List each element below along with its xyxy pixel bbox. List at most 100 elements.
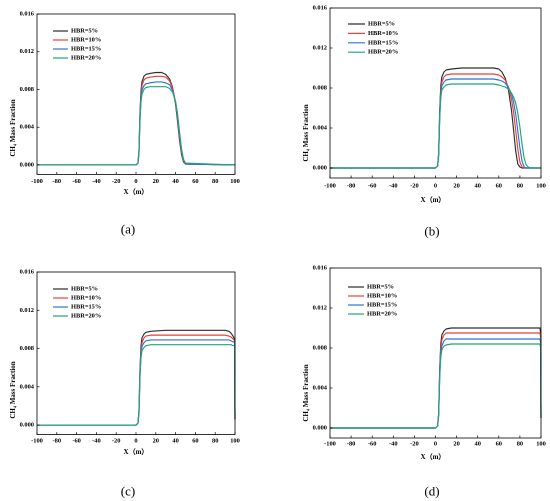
legend: HBR=5% HBR=10% HBR=15% HBR=20% — [53, 286, 101, 320]
panel-label: (d) — [424, 484, 439, 499]
x-tick-label: -60 — [368, 183, 377, 190]
legend-label-2: HBR=10% — [71, 37, 101, 44]
series-line-2 — [37, 75, 236, 166]
y-tick-label: 0.004 — [313, 125, 328, 132]
series-line-1 — [37, 71, 236, 166]
x-tick-label: 40 — [475, 183, 481, 190]
y-tick-label: 0.004 — [313, 385, 328, 392]
y-axis-label: CH₄ Mass Fraction — [9, 99, 17, 156]
legend-label-1: HBR=5% — [368, 21, 395, 28]
x-tick-label: -60 — [368, 441, 377, 448]
series-group — [37, 71, 236, 166]
chart-panel-b: -100 -80 -60 -40 -20 0 20 40 60 80 100 0.000 0.004 0.… — [302, 5, 546, 205]
x-tick-label: 0 — [434, 183, 437, 190]
series-line-4 — [330, 83, 541, 169]
panel-label: (c) — [121, 484, 135, 499]
x-axis-label: X（m） — [124, 448, 149, 456]
series-line-1 — [330, 327, 542, 429]
legend: HBR=5% HBR=10% HBR=15% HBR=20% — [348, 284, 397, 318]
y-tick-label: 0.016 — [313, 5, 328, 12]
panel-label: (a) — [121, 222, 135, 237]
series-group — [330, 327, 542, 429]
x-tick-label: -40 — [389, 441, 398, 448]
x-tick-label: -40 — [92, 178, 101, 185]
plot-frame — [36, 13, 236, 175]
plot-frame — [36, 271, 236, 436]
y-tick-label: 0.012 — [313, 305, 327, 312]
x-tick-label: 0 — [134, 178, 137, 185]
legend-label-2: HBR=10% — [368, 30, 398, 37]
x-tick-label: 100 — [230, 438, 240, 445]
series-line-3 — [37, 339, 236, 426]
x-axis-label: X（m） — [421, 196, 446, 204]
x-tick-label: -80 — [53, 438, 62, 445]
x-tick-label: 100 — [536, 441, 546, 448]
x-tick-label: 100 — [230, 178, 240, 185]
chart-panel-a: -100 -80 -60 -40 -20 0 20 40 60 80 100 0.000 0.004 0.… — [9, 11, 240, 197]
x-tick-label: -100 — [324, 183, 336, 190]
series-line-3 — [330, 338, 542, 429]
legend-label-4: HBR=20% — [368, 49, 398, 56]
legend: HBR=5% HBR=10% HBR=15% HBR=20% — [348, 21, 398, 56]
x-axis-label: X（m） — [124, 188, 149, 196]
legend-label-2: HBR=10% — [71, 295, 101, 302]
series-line-4 — [37, 344, 236, 426]
x-tick-label: 80 — [517, 441, 523, 448]
x-tick-label: -80 — [347, 183, 356, 190]
x-tick-label: 20 — [153, 438, 159, 445]
x-tick-label: -20 — [410, 441, 419, 448]
y-tick-label: 0.004 — [20, 383, 35, 390]
series-line-1 — [330, 67, 541, 169]
x-tick-label: -100 — [31, 178, 43, 185]
y-tick-label: 0.008 — [20, 345, 34, 352]
x-tick-label: -80 — [53, 178, 62, 185]
series-line-2 — [330, 332, 542, 429]
legend-label-4: HBR=20% — [367, 311, 397, 318]
legend-label-3: HBR=15% — [367, 302, 397, 309]
x-tick-label: 0 — [134, 438, 137, 445]
series-line-4 — [330, 343, 542, 429]
x-tick-label: 20 — [453, 441, 459, 448]
panel-label: (b) — [424, 224, 439, 239]
legend-label-3: HBR=15% — [71, 304, 101, 311]
y-tick-label: 0.008 — [313, 345, 327, 352]
x-tick-label: 40 — [172, 178, 178, 185]
x-tick-label: 80 — [212, 438, 218, 445]
legend-label-3: HBR=15% — [71, 46, 101, 53]
y-tick-label: 0.012 — [313, 45, 327, 52]
x-tick-label: 80 — [212, 178, 218, 185]
y-tick-label: 0.016 — [20, 11, 35, 18]
y-tick-label: 0.000 — [313, 425, 327, 432]
series-group — [37, 329, 236, 426]
y-tick-label: 0.000 — [313, 165, 327, 172]
y-tick-label: 0.012 — [20, 307, 34, 314]
x-tick-label: 60 — [496, 183, 502, 190]
series-line-2 — [37, 334, 236, 426]
y-tick-label: 0.000 — [20, 161, 34, 168]
y-axis-label: CH₄ Mass Fraction — [9, 361, 17, 418]
legend: HBR=5% HBR=10% HBR=15% HBR=20% — [53, 28, 101, 62]
x-tick-label: -100 — [324, 441, 336, 448]
legend-label-1: HBR=5% — [71, 28, 98, 35]
y-axis-label: CH₄ Mass Fraction — [302, 104, 310, 161]
legend-label-4: HBR=20% — [71, 313, 101, 320]
y-tick-label: 0.012 — [20, 48, 34, 55]
x-tick-label: -60 — [72, 438, 81, 445]
series-line-4 — [37, 86, 236, 166]
x-tick-label: -100 — [31, 438, 43, 445]
chart-panel-d: -100 -80 -60 -40 -20 0 20 40 60 80 100 0.000 0.004 0.… — [302, 265, 546, 462]
x-tick-label: 20 — [453, 183, 459, 190]
series-group — [330, 67, 541, 169]
x-tick-label: -80 — [347, 441, 356, 448]
y-axis-label: CH₄ Mass Fraction — [302, 364, 310, 421]
x-tick-label: -40 — [389, 183, 398, 190]
x-tick-label: 40 — [172, 438, 178, 445]
x-tick-label: 0 — [434, 441, 437, 448]
chart-panel-c: -100 -80 -60 -40 -20 0 20 40 60 80 100 0.000 0.004 0.… — [9, 269, 240, 457]
legend-label-4: HBR=20% — [71, 55, 101, 62]
x-tick-label: 100 — [536, 183, 546, 190]
y-tick-label: 0.016 — [20, 269, 35, 276]
y-tick-label: 0.016 — [313, 265, 328, 272]
legend-label-1: HBR=5% — [71, 286, 98, 293]
